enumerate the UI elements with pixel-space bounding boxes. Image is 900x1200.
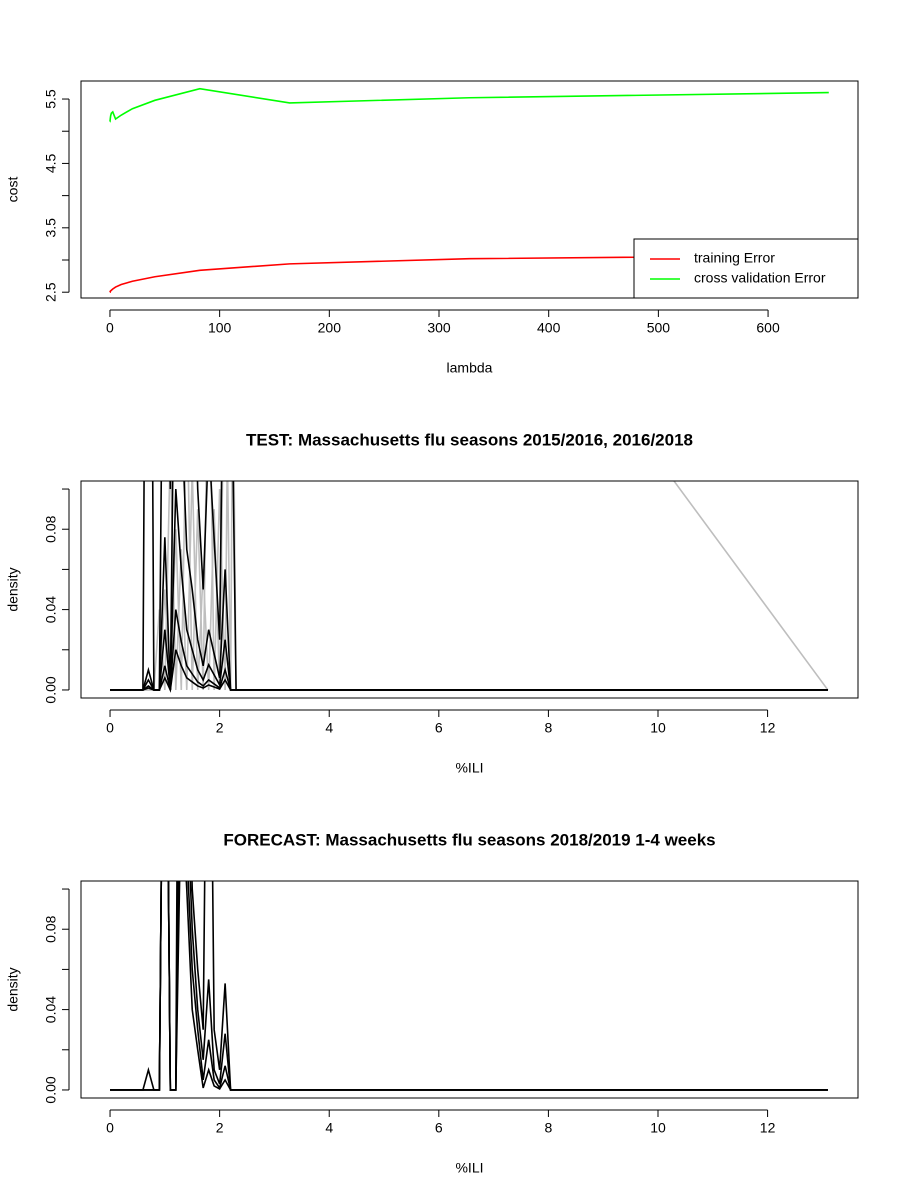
legend-box xyxy=(633,238,859,299)
x-axis-label: %ILI xyxy=(455,760,483,776)
x-tick-label: 4 xyxy=(325,720,333,736)
x-tick-label: 200 xyxy=(318,320,342,336)
y-tick-label: 0.04 xyxy=(43,596,59,623)
x-tick-label: 0 xyxy=(106,1120,114,1136)
series-line xyxy=(110,481,829,691)
plot-frame xyxy=(80,480,859,699)
series-line xyxy=(110,488,828,691)
chart-title: TEST: Massachusetts flu seasons 2015/201… xyxy=(246,430,693,449)
y-tick-label: 5.5 xyxy=(43,89,59,109)
legend-label: training Error xyxy=(694,250,775,266)
x-tick-label: 100 xyxy=(208,320,232,336)
legend-label: cross validation Error xyxy=(694,270,826,286)
x-tick-label: 12 xyxy=(760,1120,776,1136)
x-axis-label: lambda xyxy=(447,360,493,376)
series-line xyxy=(110,481,828,691)
y-tick-label: 4.5 xyxy=(43,153,59,173)
x-tick-label: 8 xyxy=(545,1120,553,1136)
x-axis-label: %ILI xyxy=(455,1160,483,1176)
x-tick-label: 2 xyxy=(216,720,224,736)
x-tick-label: 400 xyxy=(537,320,561,336)
x-tick-label: 12 xyxy=(760,720,776,736)
x-tick-label: 10 xyxy=(650,1120,666,1136)
x-tick-label: 6 xyxy=(435,1120,443,1136)
x-tick-label: 2 xyxy=(216,1120,224,1136)
x-tick-label: 0 xyxy=(106,320,114,336)
series-line xyxy=(109,254,829,293)
y-axis-label: cost xyxy=(5,177,21,203)
y-tick-label: 3.5 xyxy=(43,218,59,238)
y-tick-label: 0.04 xyxy=(43,996,59,1023)
series-line xyxy=(110,881,828,1091)
x-tick-label: 10 xyxy=(650,720,666,736)
chart-title: FORECAST: Massachusetts flu seasons 2018… xyxy=(223,830,715,849)
x-tick-label: 300 xyxy=(427,320,451,336)
y-axis-label: density xyxy=(5,567,21,611)
y-tick-label: 0.00 xyxy=(43,676,59,703)
x-tick-label: 4 xyxy=(325,1120,333,1136)
x-tick-label: 6 xyxy=(435,720,443,736)
x-tick-label: 8 xyxy=(545,720,553,736)
x-tick-label: 600 xyxy=(756,320,780,336)
series-line xyxy=(109,87,829,123)
y-axis-label: density xyxy=(5,967,21,1011)
y-tick-label: 0.08 xyxy=(43,915,59,942)
x-tick-label: 500 xyxy=(647,320,671,336)
y-tick-label: 0.08 xyxy=(43,515,59,542)
y-tick-label: 2.5 xyxy=(43,282,59,302)
plot-frame xyxy=(80,80,859,299)
plot-frame xyxy=(80,880,859,1099)
y-tick-label: 0.00 xyxy=(43,1076,59,1103)
x-tick-label: 0 xyxy=(106,720,114,736)
